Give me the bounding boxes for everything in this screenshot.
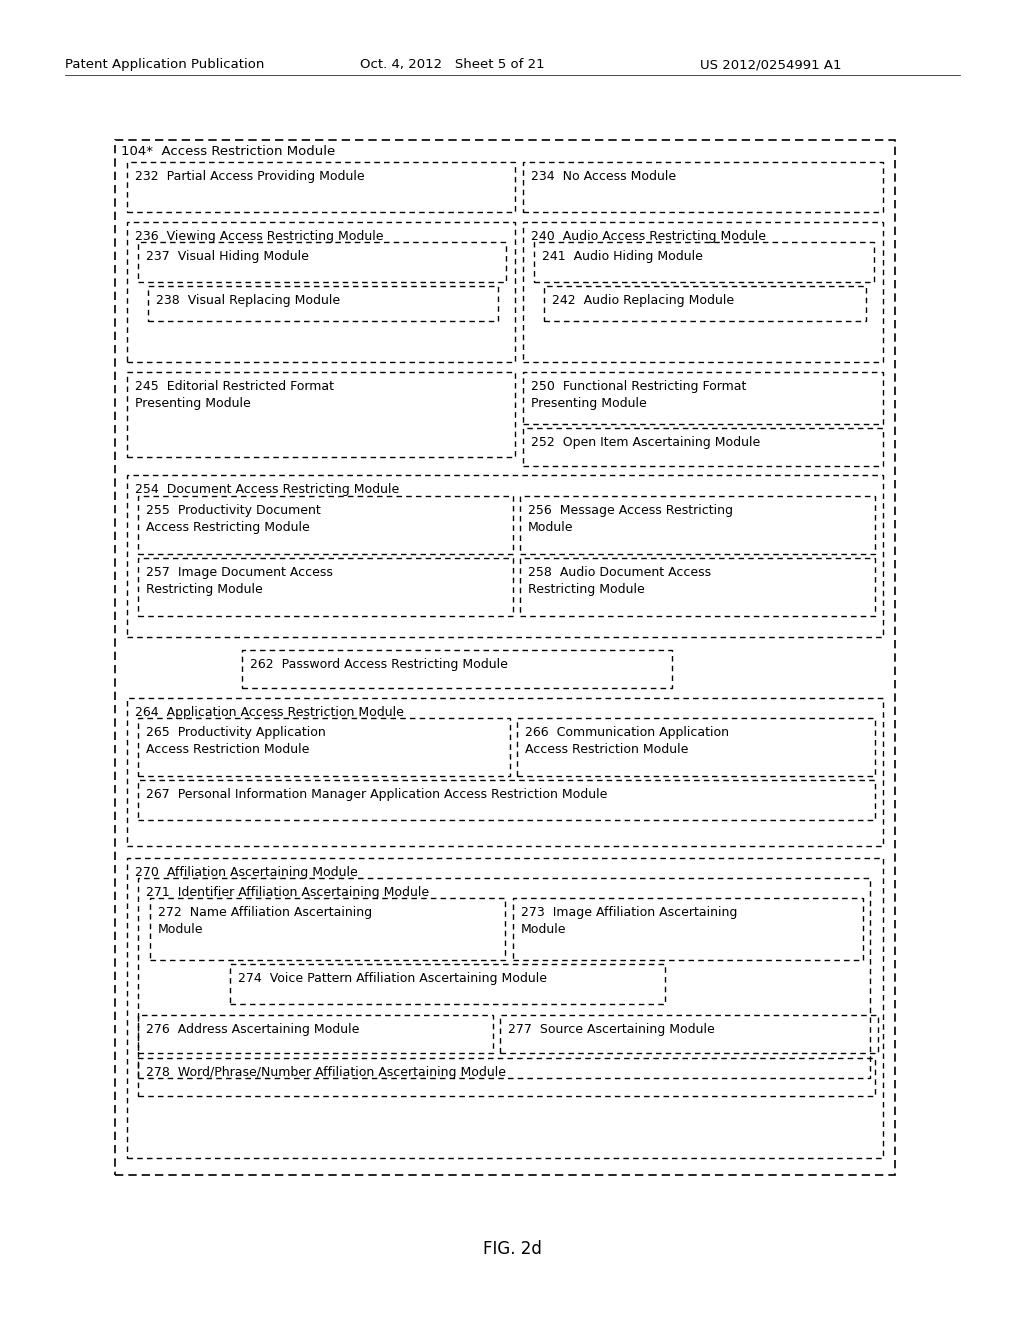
Text: 241  Audio Hiding Module: 241 Audio Hiding Module bbox=[542, 249, 702, 263]
Text: US 2012/0254991 A1: US 2012/0254991 A1 bbox=[700, 58, 842, 71]
Bar bbox=[127, 372, 515, 457]
Bar bbox=[138, 780, 874, 820]
Text: FIG. 2d: FIG. 2d bbox=[482, 1239, 542, 1258]
Text: 255  Productivity Document
Access Restricting Module: 255 Productivity Document Access Restric… bbox=[146, 504, 321, 535]
Bar bbox=[127, 698, 883, 846]
Text: 238  Visual Replacing Module: 238 Visual Replacing Module bbox=[156, 294, 340, 308]
Text: 276  Address Ascertaining Module: 276 Address Ascertaining Module bbox=[146, 1023, 359, 1036]
Text: 274  Voice Pattern Affiliation Ascertaining Module: 274 Voice Pattern Affiliation Ascertaini… bbox=[238, 972, 547, 985]
Text: 257  Image Document Access
Restricting Module: 257 Image Document Access Restricting Mo… bbox=[146, 566, 333, 597]
Text: 240  Audio Access Restricting Module: 240 Audio Access Restricting Module bbox=[531, 230, 766, 243]
Text: 258  Audio Document Access
Restricting Module: 258 Audio Document Access Restricting Mo… bbox=[528, 566, 711, 597]
Text: Patent Application Publication: Patent Application Publication bbox=[65, 58, 264, 71]
Bar bbox=[138, 718, 510, 776]
Bar bbox=[138, 496, 513, 554]
Bar bbox=[523, 162, 883, 213]
Text: 272  Name Affiliation Ascertaining
Module: 272 Name Affiliation Ascertaining Module bbox=[158, 906, 372, 936]
Bar bbox=[115, 140, 895, 1175]
Bar bbox=[513, 898, 863, 960]
Text: 271  Identifier Affiliation Ascertaining Module: 271 Identifier Affiliation Ascertaining … bbox=[146, 886, 429, 899]
Text: 264  Application Access Restriction Module: 264 Application Access Restriction Modul… bbox=[135, 706, 403, 719]
Bar bbox=[127, 858, 883, 1158]
Text: 252  Open Item Ascertaining Module: 252 Open Item Ascertaining Module bbox=[531, 436, 760, 449]
Bar bbox=[523, 222, 883, 362]
Bar bbox=[523, 372, 883, 424]
Bar bbox=[544, 286, 866, 321]
Bar bbox=[138, 1015, 493, 1053]
Text: 232  Partial Access Providing Module: 232 Partial Access Providing Module bbox=[135, 170, 365, 183]
Text: 254  Document Access Restricting Module: 254 Document Access Restricting Module bbox=[135, 483, 399, 496]
Bar bbox=[138, 1059, 874, 1096]
Text: 104*  Access Restriction Module: 104* Access Restriction Module bbox=[121, 145, 335, 158]
Bar bbox=[138, 242, 506, 282]
Bar bbox=[534, 242, 874, 282]
Text: 242  Audio Replacing Module: 242 Audio Replacing Module bbox=[552, 294, 734, 308]
Text: 267  Personal Information Manager Application Access Restriction Module: 267 Personal Information Manager Applica… bbox=[146, 788, 607, 801]
Text: 266  Communication Application
Access Restriction Module: 266 Communication Application Access Res… bbox=[525, 726, 729, 756]
Bar bbox=[150, 898, 505, 960]
Text: 237  Visual Hiding Module: 237 Visual Hiding Module bbox=[146, 249, 309, 263]
Bar bbox=[520, 558, 874, 616]
Bar bbox=[127, 162, 515, 213]
Text: 245  Editorial Restricted Format
Presenting Module: 245 Editorial Restricted Format Presenti… bbox=[135, 380, 334, 411]
Bar bbox=[138, 878, 870, 1078]
Text: 236  Viewing Access Restricting Module: 236 Viewing Access Restricting Module bbox=[135, 230, 384, 243]
Text: 265  Productivity Application
Access Restriction Module: 265 Productivity Application Access Rest… bbox=[146, 726, 326, 756]
Text: 270  Affiliation Ascertaining Module: 270 Affiliation Ascertaining Module bbox=[135, 866, 357, 879]
Bar bbox=[230, 964, 665, 1005]
Bar bbox=[520, 496, 874, 554]
Bar bbox=[242, 649, 672, 688]
Bar bbox=[517, 718, 874, 776]
Bar bbox=[500, 1015, 878, 1053]
Bar bbox=[127, 475, 883, 638]
Text: 273  Image Affiliation Ascertaining
Module: 273 Image Affiliation Ascertaining Modul… bbox=[521, 906, 737, 936]
Text: 256  Message Access Restricting
Module: 256 Message Access Restricting Module bbox=[528, 504, 733, 535]
Bar bbox=[127, 222, 515, 362]
Bar bbox=[148, 286, 498, 321]
Text: 250  Functional Restricting Format
Presenting Module: 250 Functional Restricting Format Presen… bbox=[531, 380, 746, 411]
Text: Oct. 4, 2012   Sheet 5 of 21: Oct. 4, 2012 Sheet 5 of 21 bbox=[360, 58, 545, 71]
Text: 277  Source Ascertaining Module: 277 Source Ascertaining Module bbox=[508, 1023, 715, 1036]
Bar bbox=[138, 558, 513, 616]
Text: 234  No Access Module: 234 No Access Module bbox=[531, 170, 676, 183]
Bar bbox=[523, 428, 883, 466]
Text: 262  Password Access Restricting Module: 262 Password Access Restricting Module bbox=[250, 657, 508, 671]
Text: 278  Word/Phrase/Number Affiliation Ascertaining Module: 278 Word/Phrase/Number Affiliation Ascer… bbox=[146, 1067, 506, 1078]
